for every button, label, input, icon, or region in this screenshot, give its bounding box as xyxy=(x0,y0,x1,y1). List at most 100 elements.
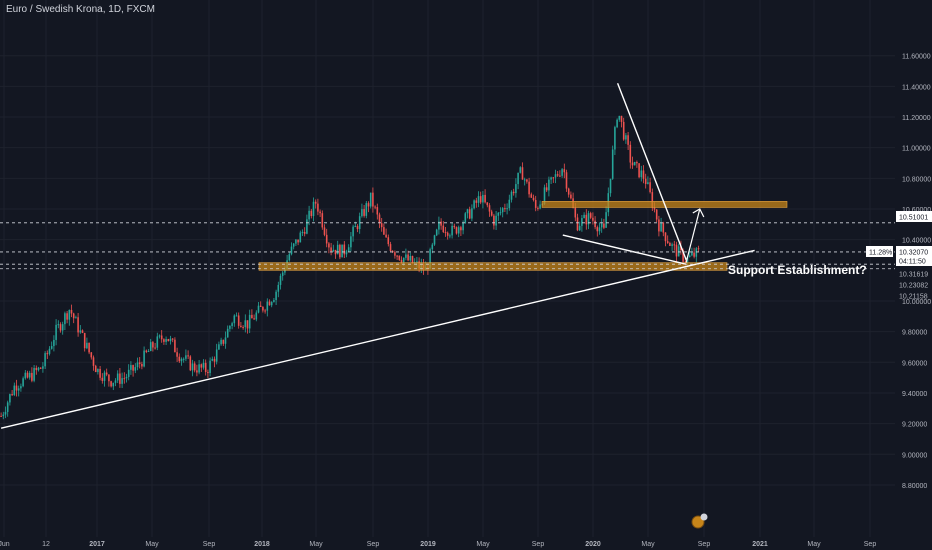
candle-body xyxy=(92,357,95,366)
candle-body xyxy=(561,169,563,176)
candle-body xyxy=(517,172,519,185)
candle-body xyxy=(189,356,192,371)
candle-body xyxy=(31,372,33,381)
candle-body xyxy=(244,320,247,328)
candle-body xyxy=(453,225,456,228)
candle-body xyxy=(94,365,97,373)
candle-body xyxy=(204,362,207,373)
candle-body xyxy=(488,205,491,212)
candle-body xyxy=(218,344,220,350)
price-label: 10.23082 xyxy=(899,283,928,290)
y-tick-label: 11.60000 xyxy=(902,54,931,61)
candle-body xyxy=(603,223,605,228)
candle-body xyxy=(207,372,209,374)
candle-body xyxy=(35,367,38,371)
candle-body xyxy=(156,336,159,348)
candle-body xyxy=(653,207,656,210)
candle-body xyxy=(37,367,40,371)
candle-body xyxy=(585,214,588,225)
candle-body xyxy=(460,227,462,231)
candle-body xyxy=(13,385,16,395)
up-arrow-head[interactable] xyxy=(692,208,705,218)
candle-body xyxy=(321,213,324,228)
candle-body xyxy=(567,188,570,195)
candle-body xyxy=(171,338,174,340)
candle-body xyxy=(350,236,352,248)
x-tick-label: May xyxy=(476,541,490,548)
x-tick-label: May xyxy=(309,541,323,548)
candle-body xyxy=(363,209,365,216)
y-tick-label: 9.00000 xyxy=(902,452,927,459)
candle-body xyxy=(343,244,346,255)
wedge-lower-line[interactable] xyxy=(562,234,687,265)
candle-body xyxy=(143,350,145,367)
candle-body xyxy=(336,244,339,255)
candle-body xyxy=(39,367,42,369)
candle-body xyxy=(468,209,471,219)
candle-body xyxy=(242,327,244,329)
candle-body xyxy=(160,335,163,340)
candle-body xyxy=(358,216,361,230)
candle-body xyxy=(376,207,379,215)
candle-body xyxy=(149,342,152,352)
candle-body xyxy=(565,172,568,189)
support-zone[interactable] xyxy=(258,262,728,271)
candle-body xyxy=(53,339,55,347)
down-trendline[interactable] xyxy=(616,83,687,260)
x-tick-label: 2021 xyxy=(752,541,768,548)
drawings[interactable]: Support Establishment? xyxy=(0,83,867,429)
candle-body xyxy=(68,309,71,320)
candle-body xyxy=(671,244,673,246)
x-tick-label: 2018 xyxy=(254,541,270,548)
event-marker-icon[interactable] xyxy=(691,515,705,529)
candle-body xyxy=(519,167,522,173)
candle-body xyxy=(693,252,695,257)
candle-body xyxy=(334,249,337,255)
candle-body xyxy=(259,305,262,307)
candle-body xyxy=(64,313,66,325)
candle-body xyxy=(231,323,233,326)
price-label: 10.51001 xyxy=(899,215,928,222)
candle-body xyxy=(347,247,350,252)
candle-body xyxy=(684,261,687,263)
candle-body xyxy=(609,178,612,194)
candle-body xyxy=(680,246,682,251)
candle-body xyxy=(440,221,442,226)
candle-body xyxy=(486,202,489,206)
price-label: 04:11:50 xyxy=(899,259,926,266)
candle-body xyxy=(385,234,387,238)
candle-body xyxy=(372,192,374,207)
candle-body xyxy=(314,201,317,204)
x-tick-label: 2020 xyxy=(585,541,601,548)
y-tick-label: 11.40000 xyxy=(902,84,931,91)
candle-body xyxy=(6,402,9,412)
candle-body xyxy=(341,244,343,258)
candle-body xyxy=(72,313,75,319)
candle-body xyxy=(59,324,62,331)
candle-body xyxy=(191,363,194,371)
candle-body xyxy=(328,243,330,248)
candle-body xyxy=(284,269,286,273)
candle-body xyxy=(180,358,183,362)
price-label: 10.31619 xyxy=(899,272,928,279)
candle-body xyxy=(277,284,280,292)
price-label-box xyxy=(896,255,932,266)
candle-body xyxy=(495,215,497,226)
candle-body xyxy=(367,203,370,207)
price-axis[interactable]: 11.60000 11.40000 11.20000 11.00000 10.80000… xyxy=(866,54,932,490)
long-term-uptrend[interactable] xyxy=(0,249,755,429)
y-tick-label: 9.80000 xyxy=(902,330,927,337)
candle-body xyxy=(121,378,123,384)
candle-body xyxy=(288,254,291,261)
time-axis[interactable]: Jun 12 2017 May Sep 2018 May Sep 2019 May Sep 2020 M… xyxy=(0,513,876,549)
candle-body xyxy=(457,227,460,234)
candle-body xyxy=(141,363,143,367)
candle-body xyxy=(312,201,315,217)
candle-body xyxy=(581,218,583,226)
up-arrow[interactable] xyxy=(685,208,701,263)
candle-body xyxy=(79,330,82,333)
candle-body xyxy=(666,241,669,243)
candle-body xyxy=(600,223,603,228)
